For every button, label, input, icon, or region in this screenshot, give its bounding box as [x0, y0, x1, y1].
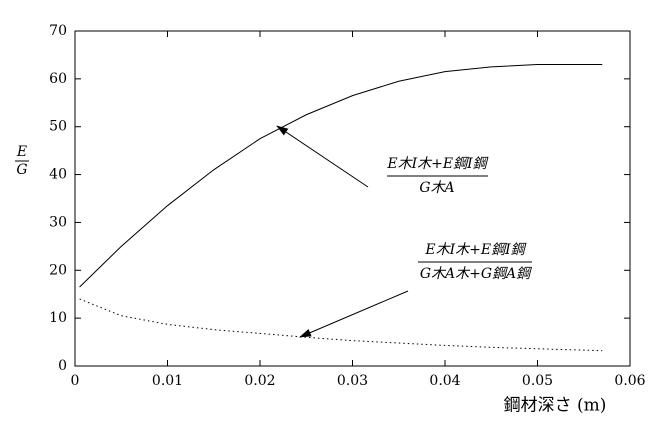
- annotation-numerator: E木I木+E鋼I鋼: [424, 242, 526, 258]
- x-tick-label: 0.05: [522, 373, 553, 389]
- y-tick-label: 70: [49, 23, 67, 39]
- data-line: [79, 298, 603, 352]
- x-tick-label: 0.06: [614, 373, 645, 389]
- annotation-arrow: [276, 125, 369, 188]
- x-tick-label: 0: [71, 373, 80, 389]
- y-tick-label: 30: [49, 214, 67, 230]
- x-label: 鋼材深さ (m): [504, 396, 607, 416]
- y-tick-label: 50: [49, 119, 67, 135]
- annotation-numerator: E木I木+E鋼I鋼: [386, 156, 488, 172]
- y-label-denominator: G: [16, 162, 27, 178]
- y-label-numerator: E: [16, 144, 27, 160]
- y-tick-label: 60: [49, 71, 67, 87]
- y-tick-label: 40: [49, 167, 67, 183]
- y-tick-label: 0: [58, 358, 67, 374]
- annotation-denominator: G木A: [419, 180, 454, 196]
- x-tick-label: 0.02: [244, 373, 275, 389]
- y-tick-label: 10: [49, 310, 67, 326]
- x-tick-label: 0.01: [152, 373, 183, 389]
- y-tick-label: 20: [49, 262, 67, 278]
- x-tick-label: 0.04: [429, 373, 460, 389]
- annotation-denominator: G木A木+G鋼A鋼: [420, 266, 532, 282]
- plot-frame: [74, 30, 631, 367]
- annotation-arrow: [299, 290, 409, 338]
- x-tick-label: 0.03: [337, 373, 368, 389]
- data-line: [79, 64, 603, 288]
